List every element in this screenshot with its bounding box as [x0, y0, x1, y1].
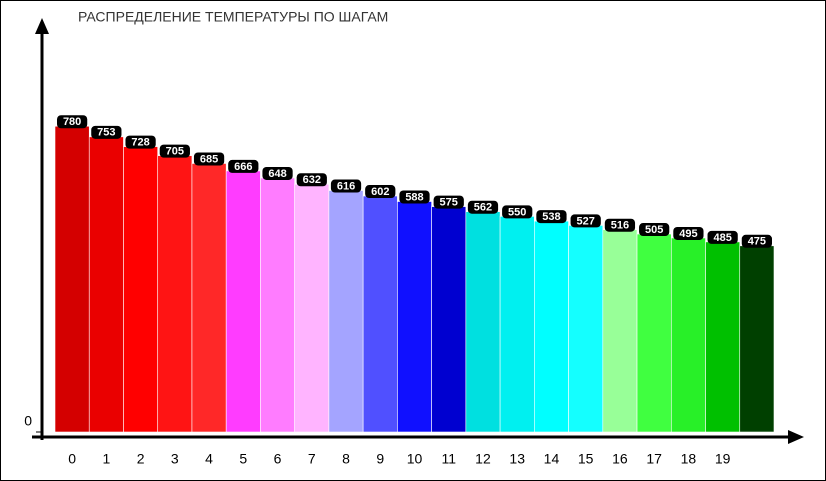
- x-tick-label: 15: [578, 451, 594, 467]
- bar: [225, 170, 261, 433]
- x-tick-label: 17: [646, 451, 662, 467]
- value-label-bg: [296, 173, 327, 187]
- value-label: 485: [713, 232, 731, 244]
- bar: [534, 220, 569, 433]
- bar: [499, 216, 535, 433]
- value-label-bg: [399, 190, 430, 204]
- value-label-bg: [193, 152, 225, 166]
- value-label: 648: [268, 168, 286, 180]
- x-tick-label: 1: [102, 451, 110, 467]
- value-label: 538: [542, 211, 560, 223]
- value-label: 516: [611, 220, 629, 232]
- bar: [54, 125, 90, 433]
- value-label-bg: [604, 218, 636, 232]
- value-label: 780: [63, 116, 81, 128]
- value-label-bg: [262, 166, 293, 180]
- x-tick-label: 4: [205, 451, 213, 467]
- x-tick-label: 7: [308, 451, 316, 467]
- bar: [739, 245, 775, 433]
- value-label-bg: [57, 115, 88, 129]
- x-tick-label: 6: [274, 451, 282, 467]
- bar: [328, 190, 364, 433]
- x-tick-label: 19: [715, 451, 731, 467]
- value-label-bg: [673, 226, 704, 240]
- value-label: 753: [97, 127, 115, 139]
- y-axis-arrow: [35, 18, 49, 34]
- x-tick-label: 3: [171, 451, 179, 467]
- value-label: 475: [748, 236, 766, 248]
- value-label-bg: [639, 223, 670, 237]
- value-label: 685: [200, 153, 218, 165]
- x-tick-label: 11: [441, 451, 456, 467]
- y-tick-label: 0: [24, 413, 32, 429]
- value-label: 728: [131, 137, 149, 149]
- bar: [568, 225, 604, 433]
- value-label-bg: [330, 179, 362, 193]
- x-tick-label: 13: [509, 451, 525, 467]
- x-tick-label: 8: [342, 451, 350, 467]
- value-label: 575: [440, 197, 458, 209]
- bar: [157, 155, 193, 433]
- value-label: 588: [405, 191, 423, 203]
- value-label-bg: [570, 214, 601, 228]
- value-label: 495: [679, 228, 697, 240]
- value-label: 632: [303, 174, 321, 186]
- value-label-bg: [159, 144, 190, 158]
- value-label-bg: [741, 234, 772, 248]
- value-label: 602: [371, 186, 389, 198]
- value-label: 616: [337, 180, 355, 192]
- bar: [260, 177, 295, 433]
- value-label: 562: [474, 202, 492, 214]
- x-tick-label: 18: [681, 451, 697, 467]
- bar: [602, 229, 638, 433]
- x-tick-label: 5: [239, 451, 247, 467]
- x-tick-label: 12: [475, 451, 491, 467]
- value-label-bg: [433, 195, 464, 209]
- value-label: 705: [166, 146, 184, 158]
- x-tick-label: 10: [407, 451, 423, 467]
- value-label-bg: [365, 185, 396, 199]
- value-label-bg: [125, 135, 156, 149]
- value-label: 550: [508, 206, 526, 218]
- bar: [362, 195, 398, 433]
- bar: [191, 163, 227, 433]
- bar: [294, 183, 330, 433]
- bar: [670, 237, 706, 433]
- x-tick-label: 14: [544, 451, 560, 467]
- x-tick-label: 9: [376, 451, 384, 467]
- value-label-bg: [228, 159, 259, 173]
- chart-title: РАСПРЕДЕЛЕНИЕ ТЕМПЕРАТУРЫ ПО ШАГАМ: [78, 9, 388, 25]
- bar: [88, 136, 124, 433]
- value-label: 666: [234, 161, 252, 173]
- bar: [123, 146, 159, 433]
- bar: [465, 211, 501, 433]
- x-tick-label: 2: [137, 451, 145, 467]
- value-label: 505: [645, 224, 663, 236]
- value-label-bg: [502, 205, 533, 219]
- bar: [705, 241, 741, 433]
- value-label-bg: [536, 210, 567, 224]
- value-label: 527: [577, 215, 595, 227]
- bar: [636, 233, 672, 433]
- bar: [397, 201, 432, 433]
- x-axis-arrow: [788, 430, 804, 444]
- x-tick-label: 0: [68, 451, 76, 467]
- x-tick-label: 16: [612, 451, 628, 467]
- value-label-bg: [467, 200, 499, 214]
- bar: [431, 206, 467, 433]
- value-label-bg: [91, 125, 122, 139]
- value-label-bg: [707, 230, 738, 244]
